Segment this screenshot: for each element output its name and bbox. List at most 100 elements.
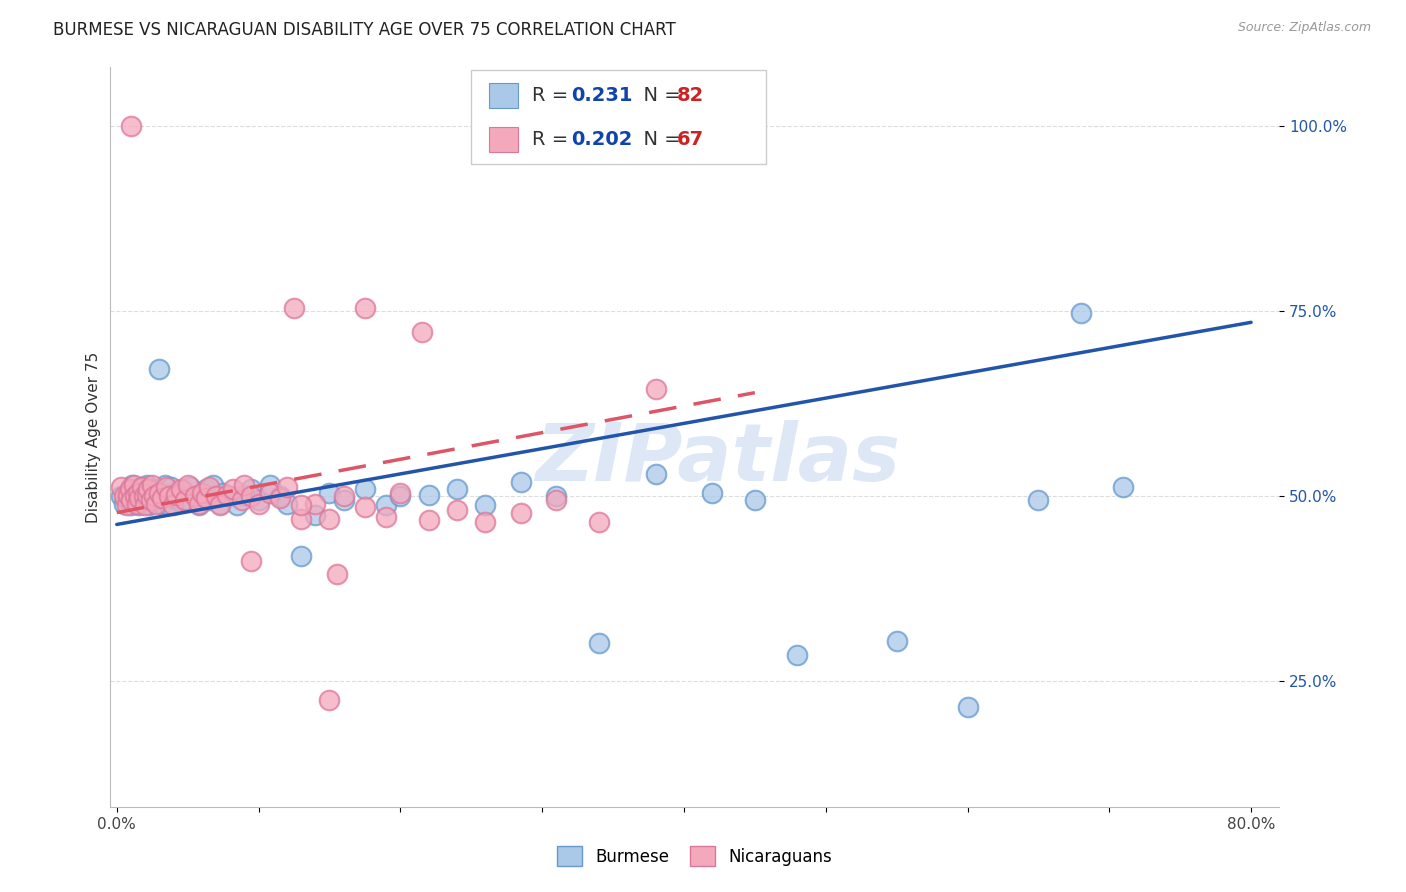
Point [142, 493, 165, 508]
Point [247, 493, 270, 508]
Point [389, 485, 412, 500]
Point [118, 482, 141, 496]
Point [219, 489, 242, 503]
Point [132, 495, 155, 509]
Text: Source: ZipAtlas.com: Source: ZipAtlas.com [1237, 21, 1371, 35]
Point [509, 475, 531, 489]
Point [165, 485, 187, 500]
Point [956, 700, 979, 714]
Point [354, 301, 377, 315]
Point [375, 498, 398, 512]
Text: N =: N = [631, 130, 688, 149]
Point [188, 498, 211, 512]
Point [209, 498, 232, 512]
Point [145, 483, 167, 498]
Point [121, 478, 143, 492]
Point [162, 491, 184, 505]
Text: N =: N = [631, 87, 688, 105]
Point [124, 495, 146, 509]
Point [240, 489, 263, 503]
Point [226, 498, 249, 512]
Point [139, 488, 162, 502]
Point [173, 493, 195, 508]
Point [247, 497, 270, 511]
Point [149, 485, 172, 500]
Point [112, 497, 135, 511]
Point [231, 493, 253, 508]
Point [128, 491, 150, 505]
Point [125, 482, 148, 496]
Point [217, 488, 239, 502]
Point [1070, 306, 1092, 320]
Point [202, 478, 225, 492]
Point [120, 119, 142, 133]
Point [115, 485, 138, 500]
Point [702, 485, 724, 500]
Point [172, 483, 194, 498]
Point [110, 489, 132, 503]
Point [124, 489, 146, 503]
Point [222, 482, 245, 496]
Point [269, 491, 291, 505]
Point [127, 485, 149, 500]
Point [139, 493, 162, 508]
Point [332, 493, 354, 508]
Point [195, 491, 218, 505]
Point [304, 497, 326, 511]
Point [325, 567, 347, 582]
Point [110, 480, 132, 494]
Point [283, 301, 305, 315]
Point [276, 480, 298, 494]
Point [290, 549, 312, 563]
Point [142, 489, 165, 503]
Point [132, 489, 155, 503]
Point [162, 498, 184, 512]
Point [120, 489, 142, 503]
Point [318, 485, 340, 500]
Point [131, 485, 153, 500]
Legend: Burmese, Nicaraguans: Burmese, Nicaraguans [551, 839, 838, 873]
Text: BURMESE VS NICARAGUAN DISABILITY AGE OVER 75 CORRELATION CHART: BURMESE VS NICARAGUAN DISABILITY AGE OVE… [53, 21, 676, 39]
Point [134, 498, 156, 512]
Point [127, 493, 149, 508]
Point [117, 488, 139, 502]
Point [141, 478, 163, 492]
Point [588, 636, 610, 650]
Point [354, 500, 377, 515]
Point [509, 506, 531, 520]
Text: R =: R = [531, 130, 574, 149]
Point [150, 497, 173, 511]
Point [198, 493, 221, 508]
Point [148, 485, 170, 500]
Point [198, 480, 221, 494]
Point [115, 498, 138, 512]
Point [744, 493, 766, 508]
Point [418, 488, 440, 502]
Point [318, 511, 340, 525]
Point [1028, 493, 1050, 508]
Point [276, 497, 298, 511]
Point [1112, 480, 1135, 494]
Point [233, 488, 256, 502]
Point [141, 482, 163, 496]
Point [191, 485, 214, 500]
Point [233, 478, 256, 492]
Point [304, 508, 326, 522]
Point [205, 489, 228, 503]
Point [159, 480, 181, 494]
Point [134, 493, 156, 508]
Point [112, 489, 135, 503]
Text: 0.231: 0.231 [571, 87, 633, 105]
Point [118, 482, 141, 496]
Point [135, 488, 157, 502]
Point [259, 478, 281, 492]
Point [125, 497, 148, 511]
Point [153, 478, 176, 492]
Point [122, 478, 145, 492]
Point [318, 693, 340, 707]
Point [644, 382, 666, 396]
Point [786, 648, 808, 663]
Point [155, 480, 177, 494]
Point [128, 498, 150, 512]
Point [176, 493, 198, 508]
